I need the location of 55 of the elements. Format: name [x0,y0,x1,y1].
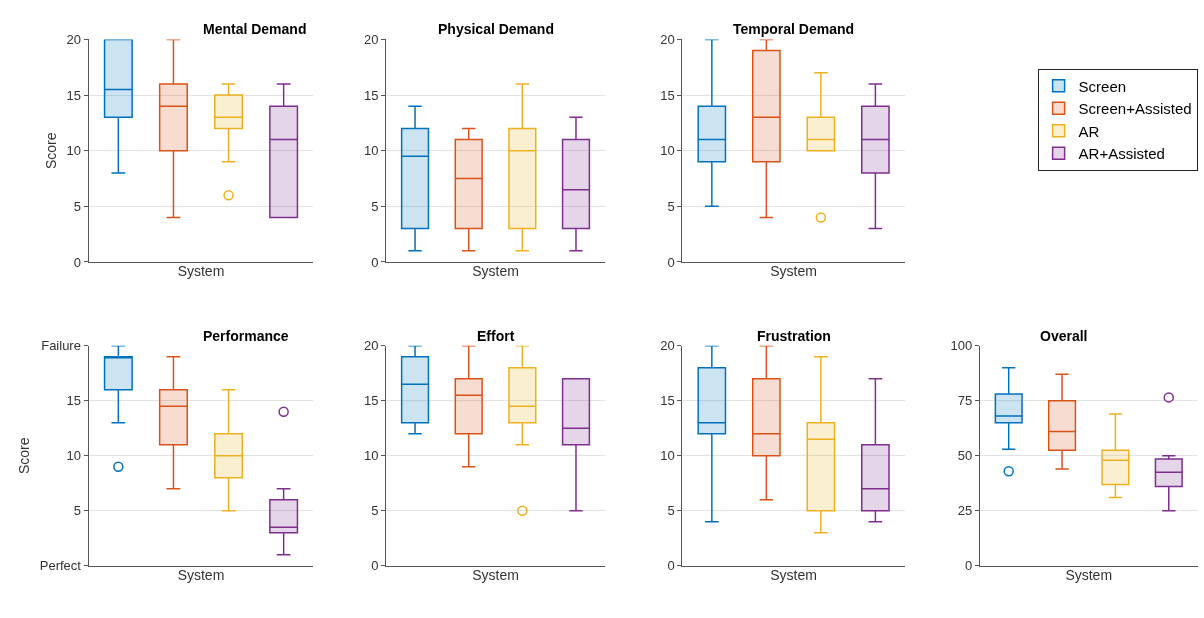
y-tick-label: 20 [363,338,379,354]
y-tick-label: 15 [660,393,675,409]
y-tick-label: 5 [667,503,675,519]
y-tick-label: 20 [66,32,81,48]
y-tick-label: 0 [371,558,379,574]
y-tick-label: 20 [660,32,675,48]
y-tick-label: 10 [363,143,379,159]
y-tick-label: 15 [66,393,81,409]
chart-title: Physical Demand [438,21,554,37]
y-tick-label: 0 [73,254,81,270]
y-tick-label: 100 [950,338,973,354]
y-tick-label: 5 [73,503,81,519]
y-tick-label: 15 [660,87,675,103]
y-tick-label: 20 [660,338,675,354]
y-tick-label: 0 [667,558,675,574]
y-tick-label: 15 [363,393,379,409]
x-axis-title: System [472,263,519,280]
legend-label: AR+Assisted [1078,145,1165,163]
chart-title: Frustration [757,328,831,344]
chart-title: Performance [203,328,289,344]
y-tick-label: 15 [66,87,81,103]
chart-title: Effort [477,328,515,344]
y-tick-label: Perfect [39,558,82,574]
y-tick-label: 50 [957,448,973,464]
x-axis-title: System [1065,567,1113,584]
y-tick-label: 5 [371,198,379,214]
y-tick-label: 20 [363,32,379,48]
chart-title: Mental Demand [203,21,307,37]
y-tick-label: 15 [363,87,379,103]
x-axis-title: System [177,567,225,584]
y-tick-label: 10 [66,448,81,464]
y-tick-label: 5 [73,198,81,214]
y-tick-label: 75 [957,393,973,409]
chart-title: Overall [1040,328,1088,344]
y-axis-title: Score [16,437,33,475]
legend-label: Screen+Assisted [1078,100,1192,118]
x-axis-title: System [770,263,817,280]
y-tick-label: 25 [957,503,973,519]
legend-label: Screen [1078,77,1127,95]
x-axis-title: System [472,567,519,584]
y-tick-label: 10 [660,143,675,159]
y-tick-label: 0 [667,254,675,270]
x-axis-title: System [770,567,817,584]
y-tick-label: 0 [965,558,973,574]
y-tick-label: Failure [41,338,81,354]
y-tick-label: 0 [371,254,379,270]
y-tick-label: 10 [660,448,675,464]
y-tick-label: 10 [66,143,81,159]
y-tick-label: 10 [363,448,379,464]
chart-title: Temporal Demand [733,21,855,37]
x-axis-title: System [177,263,225,280]
legend-label: AR [1078,122,1100,140]
y-tick-label: 5 [371,503,379,519]
y-axis-title: Score [43,132,60,170]
y-tick-label: 5 [667,198,675,214]
